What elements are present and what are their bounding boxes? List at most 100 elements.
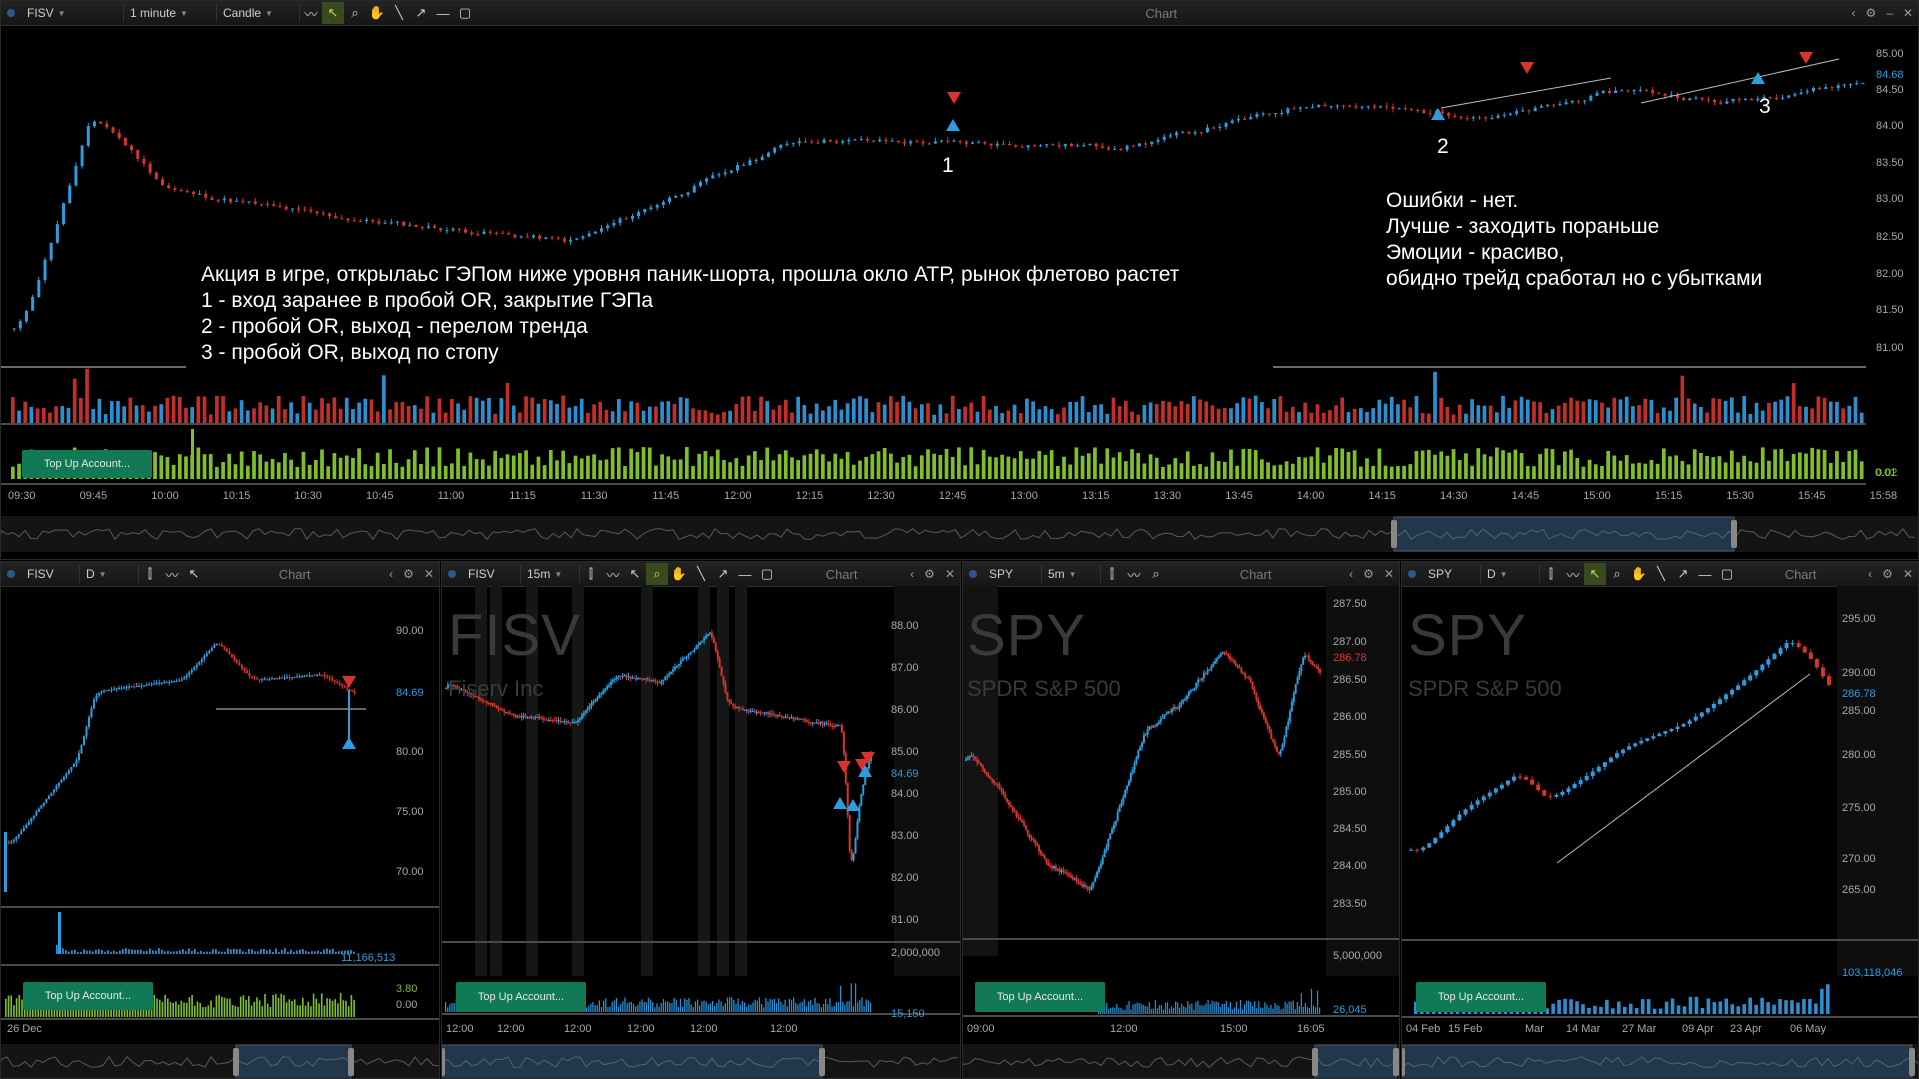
candle — [1861, 83, 1865, 85]
candle — [593, 231, 597, 234]
volume-bar — [720, 1001, 722, 1012]
candle-icon[interactable]: ⫿ — [147, 566, 153, 581]
line-tool-icon[interactable]: ╲ — [395, 5, 403, 20]
cursor-icon[interactable]: ↖ — [1584, 563, 1606, 585]
topup-account-button[interactable]: Top Up Account... — [975, 982, 1105, 1012]
settings-icon[interactable]: ⚙ — [1363, 567, 1374, 581]
close-icon[interactable]: ✕ — [423, 567, 434, 581]
candle — [117, 132, 121, 139]
rect-tool-icon[interactable]: ▢ — [760, 566, 774, 581]
panel-chart-canvas[interactable] — [963, 562, 1400, 1079]
interval-select[interactable]: 15m ▼ — [521, 565, 580, 583]
close-icon[interactable]: ✕ — [944, 567, 955, 581]
candle — [1146, 729, 1149, 735]
candle — [1463, 809, 1468, 815]
indicators-icon[interactable]: 〰 — [304, 6, 318, 22]
zoom-icon[interactable]: ⌕ — [646, 563, 668, 585]
note-line: Ошибки - нет. — [1386, 189, 1519, 212]
scroll-left-icon[interactable]: ‹ — [1349, 567, 1354, 581]
zoom-icon[interactable]: ⌕ — [1152, 566, 1160, 581]
hline-tool-icon[interactable]: — — [436, 5, 450, 21]
indicator-bar — [858, 460, 862, 479]
candle-icon[interactable]: ⫿ — [1109, 566, 1115, 581]
candle — [1508, 113, 1512, 115]
indicator-bar — [126, 1006, 129, 1017]
candle — [353, 691, 356, 694]
topup-account-button[interactable]: Top Up Account... — [22, 450, 152, 478]
link-dot-icon[interactable] — [7, 570, 15, 578]
chart-type-select[interactable]: Candle ▼ — [217, 4, 300, 22]
rect-tool-icon[interactable]: ▢ — [458, 5, 472, 20]
cursor-icon[interactable]: ↖ — [322, 2, 344, 24]
settings-icon[interactable]: ⚙ — [403, 567, 414, 581]
topup-account-button[interactable]: Top Up Account... — [23, 982, 153, 1010]
hand-pan-icon[interactable]: ✋ — [670, 566, 688, 581]
volume-label: 26,045 — [1333, 1004, 1367, 1016]
indicators-icon[interactable]: 〰 — [606, 567, 620, 583]
symbol-field[interactable]: SPY — [1422, 565, 1481, 583]
candle — [1156, 723, 1159, 726]
candle — [1546, 104, 1550, 107]
indicator-bar — [347, 1006, 350, 1017]
symbol-field[interactable]: FISV ▼ — [21, 4, 124, 22]
hline-tool-icon[interactable]: — — [738, 566, 752, 582]
scroll-left-icon[interactable]: ‹ — [389, 567, 394, 581]
candle-icon[interactable]: ⫿ — [1548, 566, 1554, 581]
interval-select[interactable]: 5m ▼ — [1042, 565, 1101, 583]
candle — [1255, 694, 1258, 700]
close-icon[interactable]: ✕ — [1383, 567, 1394, 581]
zoom-icon[interactable]: ⌕ — [351, 5, 359, 20]
scroll-left-icon[interactable]: ‹ — [1868, 567, 1873, 581]
cursor-icon[interactable]: ↖ — [188, 566, 200, 581]
indicators-icon[interactable]: 〰 — [1566, 567, 1580, 583]
indicator-bar — [277, 997, 280, 1017]
topup-account-button[interactable]: Top Up Account... — [1416, 982, 1546, 1012]
link-dot-icon[interactable] — [1408, 570, 1416, 578]
scroll-left-icon[interactable]: ‹ — [910, 567, 915, 581]
link-dot-icon[interactable] — [969, 570, 977, 578]
topup-account-button[interactable]: Top Up Account... — [456, 982, 586, 1012]
symbol-field[interactable]: FISV — [462, 565, 521, 583]
panel-chart-canvas[interactable] — [442, 562, 961, 1079]
arrow-tool-icon[interactable]: ↗ — [717, 566, 729, 581]
link-dot-icon[interactable] — [7, 9, 15, 17]
line-tool-icon[interactable]: ╲ — [697, 566, 705, 581]
scroll-left-icon[interactable]: ‹ — [1851, 6, 1856, 20]
close-icon[interactable]: ✕ — [1902, 6, 1913, 20]
indicators-icon[interactable]: 〰 — [1127, 567, 1141, 583]
close-icon[interactable]: ✕ — [1902, 567, 1913, 581]
interval-select[interactable]: D ▼ — [80, 565, 139, 583]
interval-select[interactable]: D ▼ — [1481, 565, 1540, 583]
rect-tool-icon[interactable]: ▢ — [1720, 566, 1734, 581]
volume-bar — [1822, 397, 1827, 423]
main-chart-canvas[interactable] — [1, 1, 1919, 560]
line-tool-icon[interactable]: ╲ — [1657, 566, 1665, 581]
indicators-icon[interactable]: 〰 — [165, 567, 179, 583]
candle — [575, 238, 579, 240]
cursor-icon[interactable]: ↖ — [629, 566, 641, 581]
link-dot-icon[interactable] — [448, 570, 456, 578]
symbol-field[interactable]: FISV — [21, 565, 80, 583]
zoom-icon[interactable]: ⌕ — [1613, 566, 1621, 581]
panel-chart-canvas[interactable] — [1402, 562, 1919, 1079]
candle — [1576, 100, 1580, 102]
candle-icon[interactable]: ⫿ — [588, 566, 594, 581]
volume-bar — [54, 406, 58, 423]
arrow-tool-icon[interactable]: ↗ — [1677, 566, 1689, 581]
hand-pan-icon[interactable]: ✋ — [1630, 566, 1648, 581]
candle — [1855, 83, 1859, 85]
candle — [477, 696, 480, 699]
indicator-bar — [180, 1000, 183, 1017]
settings-icon[interactable]: ⚙ — [1882, 567, 1893, 581]
symbol-field[interactable]: SPY — [983, 565, 1042, 583]
hand-pan-icon[interactable]: ✋ — [368, 5, 386, 20]
volume-bar — [1692, 403, 1697, 423]
candle — [200, 659, 203, 663]
minimize-icon[interactable]: – — [1886, 6, 1893, 20]
interval-select[interactable]: 1 minute ▼ — [124, 4, 217, 22]
arrow-tool-icon[interactable]: ↗ — [415, 5, 427, 20]
indicator-bar — [167, 998, 169, 1017]
settings-icon[interactable]: ⚙ — [1865, 6, 1877, 20]
hline-tool-icon[interactable]: — — [1698, 566, 1712, 582]
settings-icon[interactable]: ⚙ — [924, 567, 935, 581]
